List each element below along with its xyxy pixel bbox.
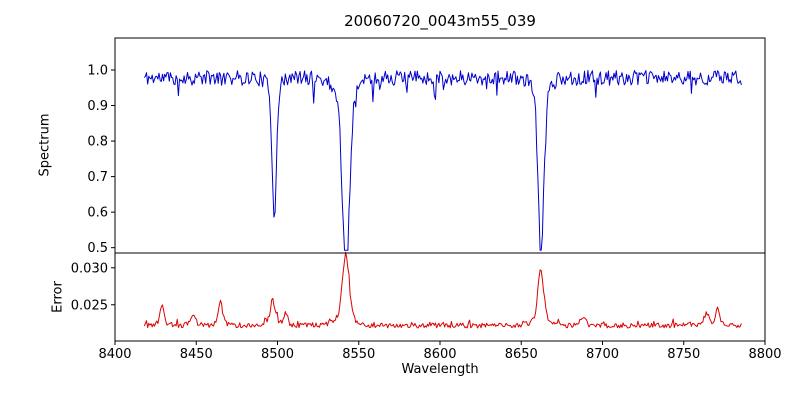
- x-tick-label: 8600: [423, 347, 456, 362]
- y-tick-label-spectrum: 1.0: [87, 63, 108, 78]
- x-tick-label: 8750: [667, 347, 700, 362]
- x-tick-label: 8650: [505, 347, 538, 362]
- x-tick-label: 8450: [180, 347, 213, 362]
- y-tick-label-spectrum: 0.7: [87, 170, 108, 185]
- y-tick-label-spectrum: 0.5: [87, 241, 108, 256]
- y-tick-label-spectrum: 0.6: [87, 206, 108, 221]
- spectrum-panel-border: [114, 37, 766, 254]
- y-tick-label-error: 0.030: [71, 261, 108, 276]
- x-tick-label: 8800: [748, 347, 781, 362]
- error-panel-border: [114, 252, 766, 342]
- x-tick-label: 8500: [261, 347, 294, 362]
- chart-title: 20060720_0043m55_039: [344, 12, 536, 30]
- x-tick-label: 8400: [98, 347, 131, 362]
- x-tick-label: 8550: [342, 347, 375, 362]
- y-tick-label-spectrum: 0.8: [87, 135, 108, 150]
- x-tick-label: 8700: [586, 347, 619, 362]
- y-tick-label-spectrum: 0.9: [87, 99, 108, 114]
- error-line: [143, 251, 742, 329]
- x-axis-label: Wavelength: [401, 362, 479, 377]
- y-tick-label-error: 0.025: [71, 298, 108, 313]
- spectrum-line: [143, 69, 742, 251]
